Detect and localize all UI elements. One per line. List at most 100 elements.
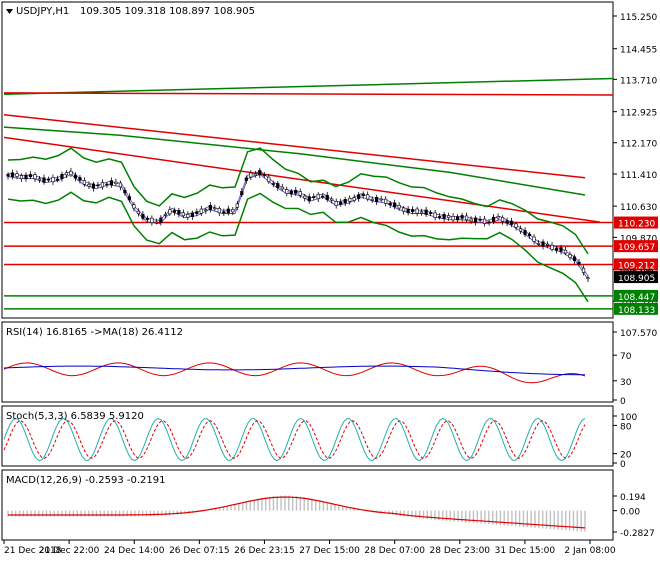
level-price-label: 110.230 [618,220,655,230]
candle-body [447,215,451,219]
candle-body [123,190,127,194]
main-price-panel[interactable] [1,1,614,319]
rsi-panel[interactable] [1,321,614,403]
candle-body [78,177,82,181]
candle-body [33,174,37,180]
candle-body [253,173,257,176]
candle-body [577,261,581,265]
candle-body [397,204,401,209]
candle-body [379,198,383,201]
symbol-label: USDJPY,H1 [16,6,69,17]
stoch-panel[interactable] [1,405,614,467]
candle-body [572,256,577,261]
candle-body [276,183,280,189]
time-tick-label: 24 Dec 14:00 [104,546,165,556]
candle-body [127,196,131,201]
candle-body [249,172,253,178]
candle-body [141,213,145,219]
level-price-label: 109.212 [618,261,655,271]
candle-body [451,216,455,221]
candle-body [55,178,60,181]
current-price-tag [614,271,658,284]
candle-body [357,194,361,199]
candle-body [460,215,464,219]
candle-body [316,193,320,200]
level-price-label: 108.133 [618,306,655,316]
candle-body [509,220,514,225]
candle-body [289,190,293,195]
candle-body [262,174,266,176]
trendline-red-upper [3,92,614,96]
candle-body [240,191,244,196]
candle-body [550,244,554,250]
macd-tick-label: -0.2827 [620,529,655,539]
price-tick-label: 111.410 [620,171,657,181]
candle-body [100,182,105,188]
candle-body [105,183,109,186]
price-tick-label: 109.870 [620,234,657,244]
candle-body [384,198,388,204]
trendline-red-lower [3,136,601,223]
macd-header: MACD(12,26,9) -0.2593 -0.2191 [6,475,166,486]
candle-body [177,210,181,215]
candle-body [15,173,19,177]
candle-body [163,214,167,216]
symbol-dropdown-icon[interactable] [6,9,13,14]
macd-tick-label: 0.00 [620,508,640,518]
price-tick-label: 115.250 [620,13,657,23]
candle-body [411,209,415,213]
candle-body [222,211,226,214]
time-tick-label: 28 Dec 23:00 [430,546,491,556]
stoch-signal-line [3,420,586,459]
rsi-tick-label: 70 [620,352,632,362]
candle-body [429,212,433,214]
candle-body [487,221,491,224]
candle-body [172,210,176,213]
moving-average-fast [7,170,589,277]
candle-body [285,189,289,194]
stoch-tick-label: 0 [620,460,626,470]
candle-body [69,170,73,176]
candle-body [159,217,163,223]
candle-body [325,194,329,201]
candle-body [352,197,356,201]
candle-body [217,208,221,214]
time-tick-label: 28 Dec 07:00 [364,546,425,556]
candle-body [393,202,397,208]
candle-body [294,190,298,194]
candle-body [523,230,527,235]
level-price-tag [614,216,658,229]
stoch-tick-label: 80 [620,422,632,432]
candle-body [258,170,262,176]
candle-body [87,184,91,187]
candle-body [64,172,69,176]
level-price-tag [614,289,658,302]
bollinger-lower [7,191,589,303]
trendline-green-upper [3,77,614,95]
candle-body [415,208,419,214]
candle-body [518,228,523,232]
price-tick-label: 112.170 [620,140,657,150]
candle-body [514,223,518,228]
candle-body [500,217,505,222]
candle-body [37,178,42,181]
price-tick-label: 114.455 [620,46,657,56]
candle-body [82,180,87,185]
candle-body [271,183,275,185]
candle-body [204,209,208,212]
candle-body [361,193,365,196]
rsi-tick-label: 30 [620,378,632,388]
candle-body [442,214,446,219]
candle-body [114,181,118,184]
candle-body [334,201,338,206]
candle-body [568,254,572,258]
candle-body [186,213,190,218]
rsi-header: RSI(14) 16.8165 ->MA(18) 26.4112 [6,327,183,338]
moving-average-long [3,126,586,196]
time-tick-label: 26 Dec 07:15 [169,546,230,556]
candle-body [330,198,334,201]
candle-body [545,243,550,246]
candle-body [235,203,239,208]
stoch-tick-label: 20 [620,451,632,461]
